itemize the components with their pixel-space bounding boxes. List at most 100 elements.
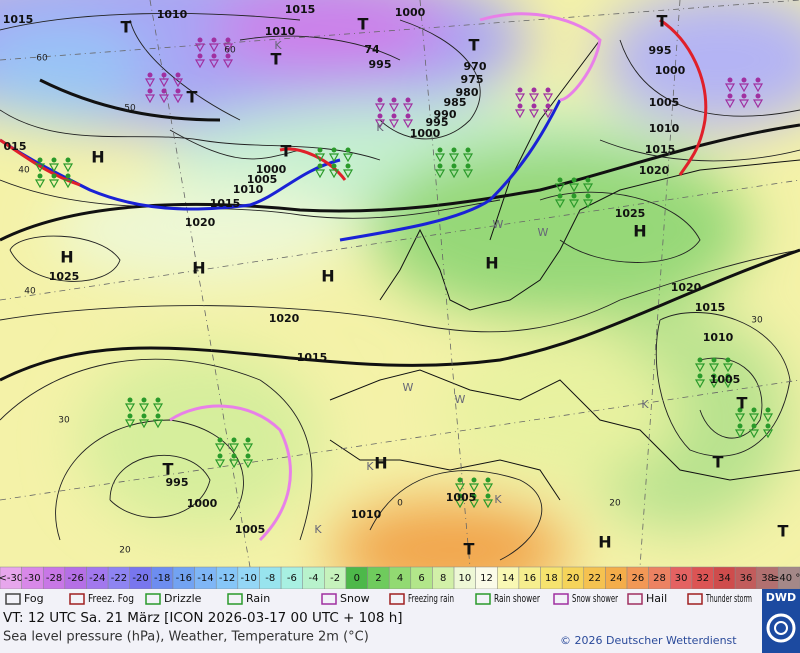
weather-symbol — [568, 199, 580, 209]
weather-symbol — [571, 193, 577, 199]
weather-symbol — [737, 423, 743, 429]
scale-label: -30 — [24, 573, 40, 584]
logo-swirl — [766, 613, 796, 643]
weather-symbol — [514, 109, 526, 119]
weather-symbol — [708, 363, 720, 373]
weather-symbol — [377, 113, 383, 119]
weather-symbol — [727, 93, 733, 99]
weather-symbol — [62, 179, 74, 189]
weather-symbol — [342, 169, 354, 179]
weather-symbol — [194, 59, 206, 69]
weather-symbol — [152, 403, 164, 413]
weather-symbol — [37, 173, 43, 179]
weather-symbol — [528, 109, 540, 119]
scale-label: -2 — [330, 573, 340, 584]
weather-symbol — [34, 163, 46, 173]
weather-symbol — [158, 78, 170, 88]
weather-symbol — [391, 113, 397, 119]
weather-symbol — [317, 163, 323, 169]
pressure-label: 1000 — [655, 64, 686, 77]
weather-symbol — [147, 88, 153, 94]
legend-icon — [475, 593, 491, 605]
scale-label: 30 — [675, 573, 688, 584]
scale-label: <-30 — [0, 573, 23, 584]
minor-label: K — [314, 523, 322, 536]
scale-label: 16 — [523, 573, 536, 584]
weather-symbol — [225, 37, 231, 43]
scale-label: 22 — [588, 573, 601, 584]
scale-label: 28 — [653, 573, 666, 584]
legend-label: Rain — [246, 592, 270, 605]
weather-symbol — [568, 183, 580, 193]
weather-symbol — [48, 163, 60, 173]
temperature-label: 60 — [36, 54, 48, 64]
pressure-label: 990 — [434, 108, 457, 121]
weather-symbol — [124, 419, 136, 429]
pressure-center: H — [633, 222, 646, 241]
weather-symbol — [161, 88, 167, 94]
minor-label: K — [376, 121, 384, 134]
weather-symbol — [697, 357, 703, 363]
pressure-label: 995 — [369, 58, 392, 71]
weather-symbol — [197, 53, 203, 59]
weather-symbol — [405, 113, 411, 119]
pressure-label: 1000 — [256, 163, 287, 176]
weather-symbol — [485, 493, 491, 499]
scale-label: -18 — [154, 573, 170, 584]
pressure-label: 1025 — [615, 207, 646, 220]
weather-symbol — [462, 169, 474, 179]
weather-symbol — [175, 88, 181, 94]
pressure-center: T — [358, 15, 369, 34]
weather-symbol — [694, 363, 706, 373]
weather-symbol — [725, 357, 731, 363]
legend-label: Drizzle — [164, 592, 202, 605]
weather-symbol — [448, 169, 460, 179]
weather-symbol — [582, 183, 594, 193]
weather-symbol — [448, 153, 460, 163]
minor-label: K — [274, 39, 282, 52]
weather-symbol — [377, 97, 383, 103]
weather-symbol — [211, 53, 217, 59]
weather-symbol — [471, 477, 477, 483]
pressure-label: 1020 — [671, 281, 702, 294]
weather-symbol — [402, 119, 414, 129]
weather-symbol — [147, 72, 153, 78]
weather-symbol — [197, 37, 203, 43]
scale-label: 0 — [354, 573, 360, 584]
scale-label: 8 — [440, 573, 446, 584]
weather-symbol — [751, 407, 757, 413]
weather-symbol — [451, 163, 457, 169]
weather-symbol — [711, 357, 717, 363]
weather-symbol — [465, 163, 471, 169]
weather-symbol — [722, 379, 734, 389]
weather-symbol — [242, 459, 254, 469]
pressure-center: T — [464, 540, 475, 559]
minor-label: K — [494, 493, 502, 506]
weather-symbol — [462, 153, 474, 163]
minor-label: K — [366, 460, 374, 473]
weather-legend: Fog Freez. Fog Drizzle Rain Snow Freezing rai… — [5, 592, 752, 605]
pressure-label: 1010 — [265, 25, 296, 38]
scale-label: -10 — [240, 573, 256, 584]
weather-symbol — [245, 453, 251, 459]
weather-symbol — [231, 437, 237, 443]
legend-label: Thunder storm — [705, 592, 752, 605]
weather-symbol — [402, 103, 414, 113]
weather-symbol — [741, 93, 747, 99]
pressure-center: T — [657, 12, 668, 31]
weather-symbol — [557, 193, 563, 199]
weather-symbol — [214, 459, 226, 469]
scale-label: -14 — [197, 573, 213, 584]
map-area: 1015 1010 10151010100099574970975980985990… — [0, 0, 800, 567]
logo-swirl-inner — [774, 621, 788, 635]
legend-icon — [5, 593, 21, 605]
scale-label: 10 — [458, 573, 471, 584]
copyright: © 2026 Deutscher Wetterdienst — [560, 634, 737, 647]
weather-symbol — [342, 153, 354, 163]
weather-symbol — [141, 413, 147, 419]
weather-symbol — [65, 157, 71, 163]
scale-label: 14 — [502, 573, 515, 584]
weather-symbol — [471, 493, 477, 499]
